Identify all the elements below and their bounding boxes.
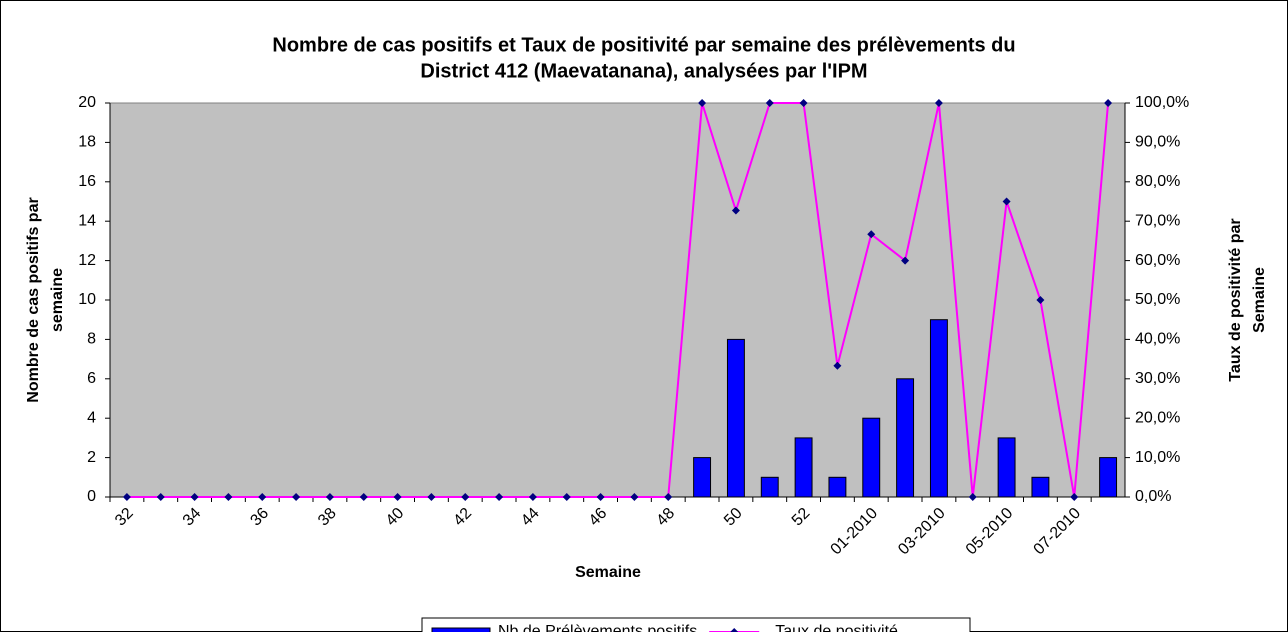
y-axis-label: Nombre de cas positifs par xyxy=(25,197,42,402)
legend-box xyxy=(421,617,971,632)
line-marker xyxy=(934,99,943,107)
y2-tick-label: 0,0% xyxy=(1135,488,1171,505)
legend-marker xyxy=(730,628,739,632)
bar xyxy=(896,378,915,498)
y2-tick-label: 50,0% xyxy=(1135,291,1180,308)
bar xyxy=(693,457,712,498)
y-tick-label: 8 xyxy=(87,331,96,348)
bar xyxy=(828,476,847,498)
bar xyxy=(997,437,1016,498)
line-marker xyxy=(393,493,402,501)
line-marker xyxy=(1036,296,1045,304)
y-tick-label: 10 xyxy=(78,291,96,308)
legend-label: Taux de positivité xyxy=(775,623,898,632)
line-marker xyxy=(224,493,233,501)
line-marker xyxy=(461,493,470,501)
y-tick-label: 16 xyxy=(78,173,96,190)
y2-tick-label: 60,0% xyxy=(1135,252,1180,269)
y2-tick-label: 40,0% xyxy=(1135,331,1180,348)
y-tick-label: 4 xyxy=(87,409,96,426)
line-marker xyxy=(359,493,368,501)
line-marker xyxy=(630,493,639,501)
line-marker xyxy=(799,99,808,107)
line-marker xyxy=(325,493,334,501)
line-marker xyxy=(258,493,267,501)
line-marker xyxy=(867,230,876,239)
line-marker xyxy=(731,206,740,215)
line-marker xyxy=(156,493,165,501)
line-marker xyxy=(968,493,977,501)
y2-tick-label: 10,0% xyxy=(1135,449,1180,466)
y-tick-label: 6 xyxy=(87,370,96,387)
line-marker xyxy=(122,493,131,501)
legend-swatch xyxy=(431,627,491,632)
chart-title: District 412 (Maevatanana), analysées pa… xyxy=(420,60,867,82)
line-marker xyxy=(528,493,537,501)
line-marker xyxy=(495,493,504,501)
y2-axis-label: Taux de positivité par xyxy=(1227,218,1244,381)
line-marker xyxy=(901,256,910,265)
bar xyxy=(760,476,779,498)
y-tick-label: 0 xyxy=(87,488,96,505)
legend-label: Nb de Prélèvements positifs xyxy=(498,623,697,632)
line-marker xyxy=(292,493,301,501)
y2-tick-label: 70,0% xyxy=(1135,212,1180,229)
line-marker xyxy=(1070,493,1079,501)
y-tick-label: 14 xyxy=(78,212,96,229)
bar xyxy=(1099,457,1118,498)
y-tick-label: 18 xyxy=(78,134,96,151)
line-marker xyxy=(833,361,842,370)
y2-tick-label: 100,0% xyxy=(1135,94,1189,111)
y2-axis-label: Semaine xyxy=(1251,267,1268,333)
plot-area xyxy=(109,102,1126,498)
line xyxy=(126,102,1110,498)
line-marker xyxy=(698,99,707,107)
line-marker xyxy=(664,493,673,501)
y2-tick-label: 90,0% xyxy=(1135,134,1180,151)
y-axis-label: semaine xyxy=(49,268,66,332)
line-marker xyxy=(1002,197,1011,206)
y-tick-label: 2 xyxy=(87,449,96,466)
bar xyxy=(862,417,881,498)
bar xyxy=(929,319,948,498)
line-marker xyxy=(1104,99,1113,107)
x-axis-label: Semaine xyxy=(575,564,641,581)
y-tick-label: 12 xyxy=(78,252,96,269)
y-tick-label: 20 xyxy=(78,94,96,111)
y2-tick-label: 80,0% xyxy=(1135,173,1180,190)
chart-title: Nombre de cas positifs et Taux de positi… xyxy=(272,34,1015,56)
y2-tick-label: 20,0% xyxy=(1135,409,1180,426)
bar xyxy=(1031,476,1050,498)
line-marker xyxy=(765,99,774,107)
bar xyxy=(726,338,745,498)
y2-tick-label: 30,0% xyxy=(1135,370,1180,387)
line-marker xyxy=(190,493,199,501)
bar xyxy=(794,437,813,498)
line-marker xyxy=(596,493,605,501)
line-marker xyxy=(562,493,571,501)
line-marker xyxy=(427,493,436,501)
